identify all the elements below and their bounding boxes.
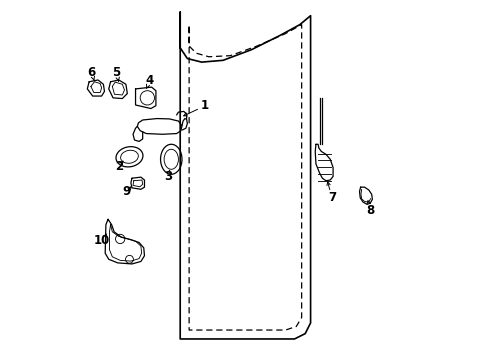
Text: 8: 8 — [366, 204, 374, 217]
Text: 1: 1 — [201, 99, 209, 112]
Text: 5: 5 — [112, 66, 121, 79]
Text: 10: 10 — [93, 234, 109, 247]
Text: 9: 9 — [122, 185, 130, 198]
Text: 4: 4 — [145, 74, 154, 87]
Text: 6: 6 — [87, 66, 96, 79]
Text: 7: 7 — [327, 192, 335, 204]
Text: 3: 3 — [163, 170, 172, 183]
Text: 2: 2 — [115, 160, 122, 173]
